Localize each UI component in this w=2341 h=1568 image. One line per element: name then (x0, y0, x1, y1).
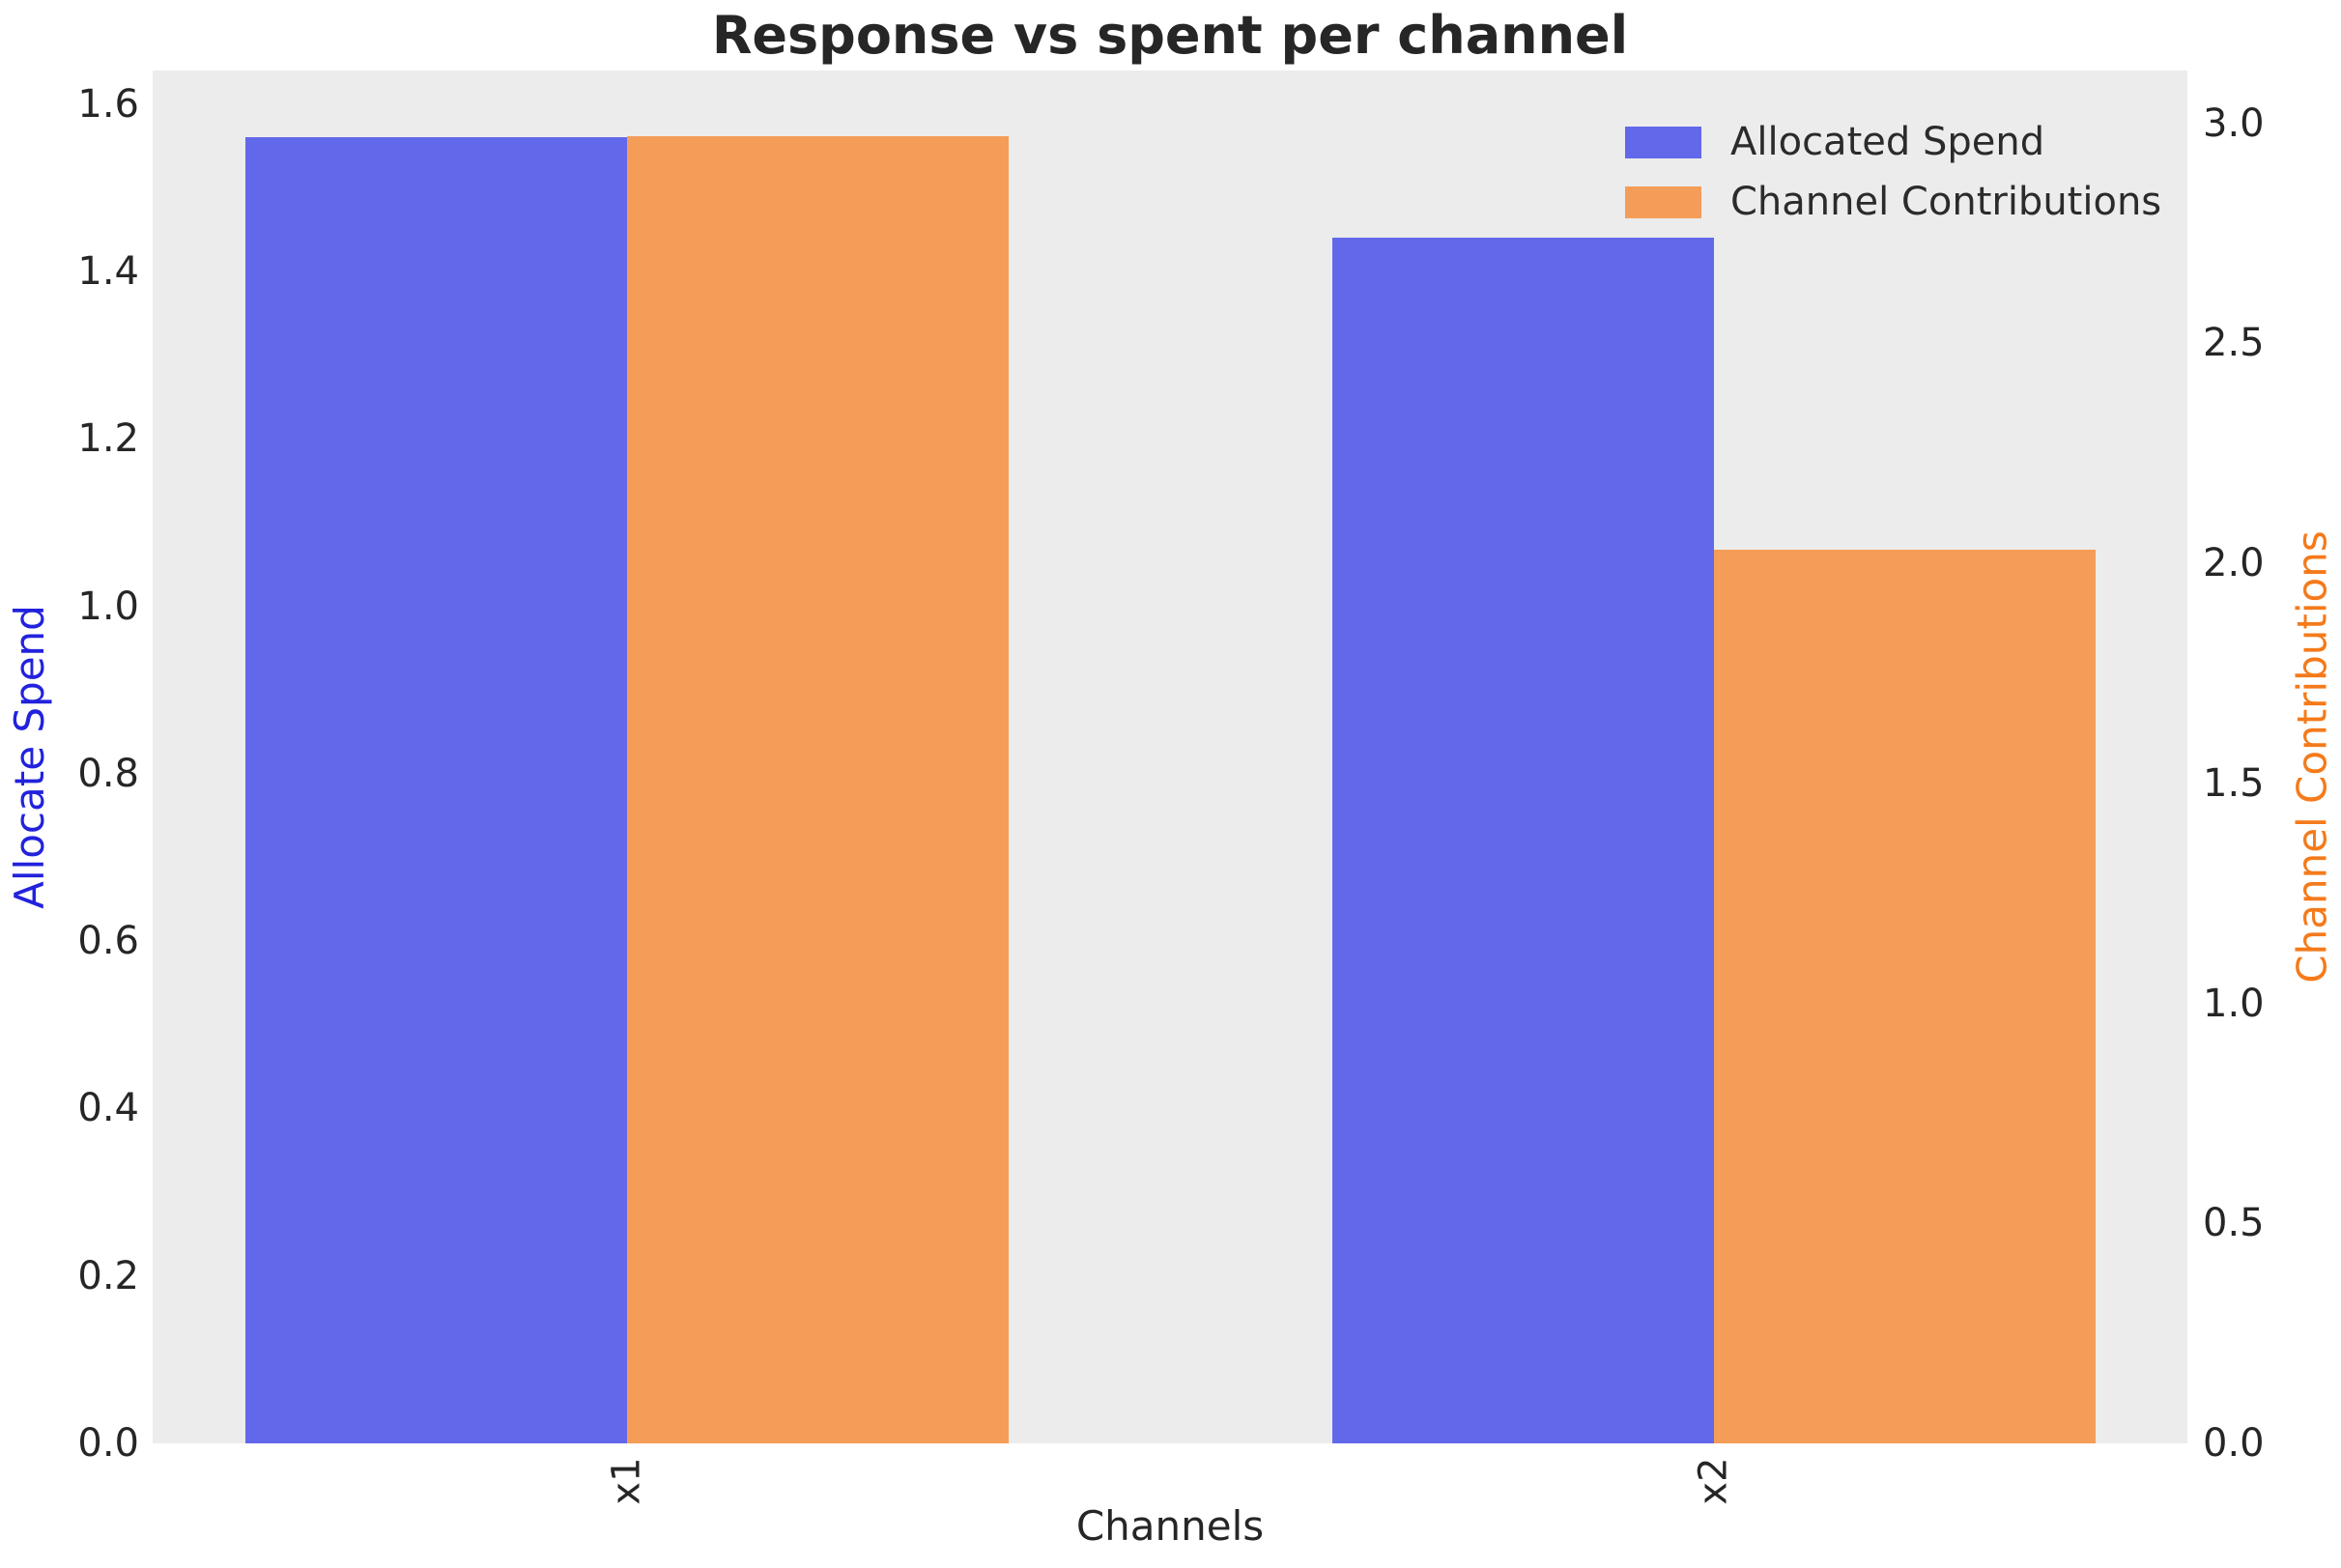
legend-row-channel-contributions: Channel Contributions (1625, 180, 2161, 224)
bar-channel-contributions-x1 (626, 136, 1009, 1443)
left-y-tick-label-1.0: 1.0 (77, 584, 139, 629)
left-y-tick-label-0.0: 0.0 (77, 1421, 139, 1466)
right-y-tick-label-2.0: 2.0 (2203, 541, 2265, 586)
left-y-tick-label-1.4: 1.4 (77, 248, 139, 294)
right-y-tick-label-3.0: 3.0 (2203, 100, 2265, 146)
left-y-tick-label-0.4: 0.4 (77, 1086, 139, 1131)
x-axis-label: Channels (1075, 1502, 1265, 1550)
legend-row-allocated-spend: Allocated Spend (1625, 120, 2161, 164)
legend-label-allocated-spend: Allocated Spend (1730, 120, 2045, 164)
legend: Allocated Spend Channel Contributions (1625, 120, 2161, 224)
x-tick-label-text-x1: x1 (604, 1457, 649, 1505)
right-y-tick-label-2.5: 2.5 (2203, 321, 2265, 366)
bar-allocated-spend-x1 (244, 137, 627, 1443)
right-axis-label-wrapper: Channel Contributions (2287, 71, 2337, 1443)
right-axis-label: Channel Contributions (2288, 530, 2336, 984)
chart-title: Response vs spent per channel (711, 5, 1629, 66)
right-y-tick-label-1.5: 1.5 (2203, 760, 2265, 806)
x-tick-label-x1: x1 (600, 1451, 654, 1511)
left-y-tick-label-0.6: 0.6 (77, 919, 139, 964)
left-y-tick-label-0.8: 0.8 (77, 751, 139, 796)
plot-area (153, 71, 2187, 1443)
legend-swatch-channel-contributions (1625, 185, 1701, 218)
right-y-tick-label-0.5: 0.5 (2203, 1201, 2265, 1246)
right-y-tick-label-0.0: 0.0 (2203, 1421, 2265, 1466)
legend-swatch-allocated-spend (1625, 126, 1701, 158)
legend-label-channel-contributions: Channel Contributions (1730, 180, 2162, 224)
x-tick-label-text-x2: x2 (1691, 1457, 1736, 1505)
left-y-tick-label-1.2: 1.2 (77, 416, 139, 462)
right-y-tick-label-1.0: 1.0 (2203, 981, 2265, 1026)
bar-allocated-spend-x2 (1331, 238, 1714, 1443)
bar-channel-contributions-x2 (1713, 550, 2096, 1443)
left-y-tick-label-0.2: 0.2 (77, 1253, 139, 1298)
x-tick-label-x2: x2 (1687, 1451, 1741, 1511)
left-y-tick-label-1.6: 1.6 (77, 81, 139, 127)
